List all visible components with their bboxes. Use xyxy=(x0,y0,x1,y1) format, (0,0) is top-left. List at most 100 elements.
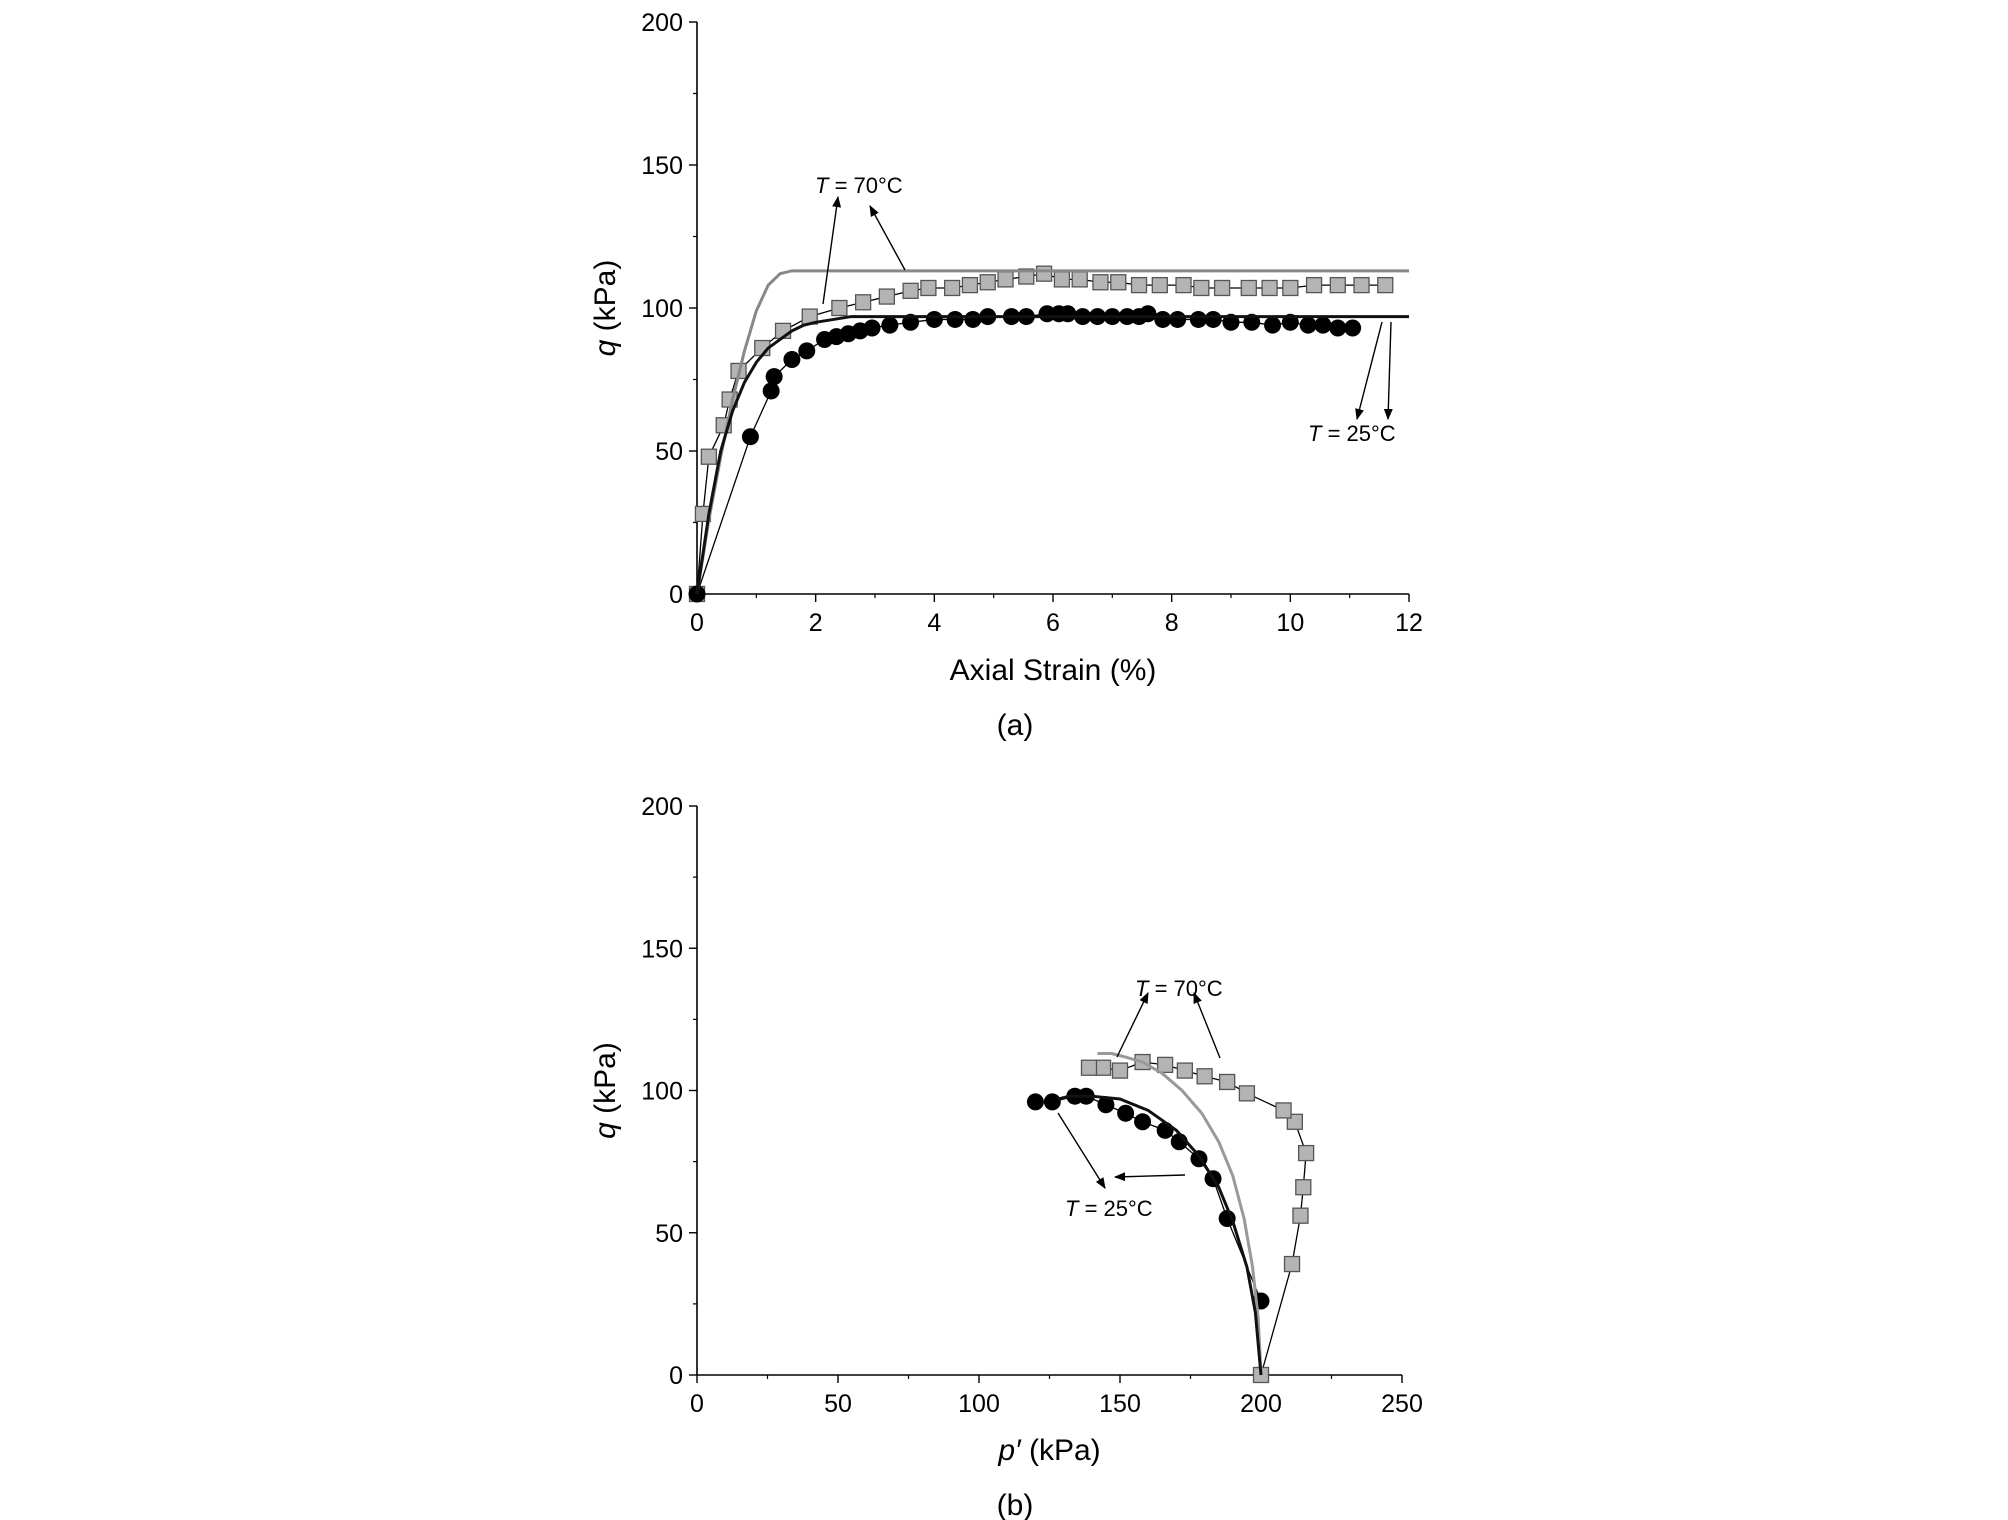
data-point-square xyxy=(1156,1056,1174,1074)
x-tick-label: 0 xyxy=(690,609,704,637)
data-point-square xyxy=(1053,271,1071,288)
x-axis-label-unit: (kPa) xyxy=(1021,1434,1101,1467)
x-tick-label: 0 xyxy=(690,1390,704,1418)
y-axis-label: q (kPa) xyxy=(589,1042,622,1139)
y-axis-label-unit: (kPa) xyxy=(589,260,622,340)
annotation-arrow xyxy=(1057,1112,1106,1189)
data-point-circle xyxy=(863,319,881,337)
data-point-circle xyxy=(762,382,780,400)
y-tick-label: 100 xyxy=(641,295,683,323)
data-point-square xyxy=(979,274,996,291)
annotation-arrow xyxy=(1116,991,1149,1058)
data-point-circle xyxy=(798,342,816,360)
y-tick-label: 150 xyxy=(641,152,683,180)
data-point-square xyxy=(961,276,979,294)
y-tick-label: 150 xyxy=(641,935,683,963)
data-point-circle xyxy=(741,428,759,446)
annotation-text: = 25°C xyxy=(1321,421,1395,446)
data-point-circle xyxy=(1139,305,1157,323)
data-point-square xyxy=(1176,1062,1194,1079)
data-point-circle xyxy=(1097,1096,1115,1114)
annotation-text: = 70°C xyxy=(1148,976,1222,1001)
y-axis-label-symbol: q xyxy=(589,1122,622,1139)
data-point-square xyxy=(1329,276,1346,294)
data-point-square xyxy=(1305,276,1323,294)
panel-label: (b) xyxy=(997,1489,1034,1520)
data-point-square xyxy=(700,448,718,465)
x-tick-label: 10 xyxy=(1276,609,1304,637)
data-point-square xyxy=(1193,279,1210,297)
y-tick-label: 50 xyxy=(655,1220,683,1248)
x-tick-label: 200 xyxy=(1240,1390,1282,1418)
data-point-square xyxy=(1080,1059,1098,1076)
data-point-circle xyxy=(1117,1104,1135,1122)
data-point-circle xyxy=(881,316,899,334)
data-point-square xyxy=(1283,1255,1301,1273)
annotation-label: T = 25°C xyxy=(1065,1196,1153,1221)
data-point-square xyxy=(1175,276,1192,294)
data-point-square xyxy=(1292,1207,1309,1224)
data-point-square xyxy=(1353,276,1370,294)
data-point-square xyxy=(902,282,919,299)
data-point-circle xyxy=(1154,310,1172,328)
data-point-circle xyxy=(964,310,982,328)
data-point-square xyxy=(997,271,1014,288)
fit-curve xyxy=(695,315,1409,595)
annotation-symbol: T xyxy=(1308,421,1323,446)
x-tick-label: 150 xyxy=(1099,1390,1141,1418)
data-point-circle xyxy=(1344,319,1362,337)
data-point-square xyxy=(878,288,896,305)
data-point-circle xyxy=(1169,310,1187,328)
data-point-square xyxy=(1151,276,1168,294)
data-point-circle xyxy=(783,350,801,368)
x-tick-label: 4 xyxy=(927,609,941,637)
y-axis-label-symbol: q xyxy=(589,339,622,356)
data-point-circle xyxy=(925,310,943,328)
data-point-circle xyxy=(1156,1121,1174,1139)
data-point-square xyxy=(920,279,937,297)
data-point-square xyxy=(1297,1144,1315,1162)
data-point-circle xyxy=(1204,310,1222,328)
annotation-label: T = 70°C xyxy=(815,173,903,198)
data-point-square xyxy=(1261,279,1278,297)
data-point-square xyxy=(1130,276,1148,294)
annotation-arrow xyxy=(1113,1172,1186,1182)
x-tick-label: 100 xyxy=(958,1390,1000,1418)
data-point-circle xyxy=(1329,319,1347,337)
fit-curve xyxy=(1057,1094,1263,1376)
x-axis-label: p′ (kPa) xyxy=(997,1434,1100,1467)
series-connector xyxy=(1088,1061,1307,1376)
data-point-square xyxy=(1275,1102,1292,1119)
chart-panel-a: 0 2 4 6 8 10 12 0 50 100 150 200 Axial Strain (%) q (… xyxy=(589,9,1423,742)
x-tick-label: 12 xyxy=(1395,609,1423,637)
data-point-circle xyxy=(1026,1093,1044,1111)
x-axis-label-symbol: p′ xyxy=(997,1434,1022,1467)
data-point-square xyxy=(1282,279,1299,297)
x-tick-label: 2 xyxy=(809,609,823,637)
fit-curve xyxy=(1097,1052,1263,1376)
y-tick-label: 100 xyxy=(641,1078,683,1106)
fit-curve xyxy=(695,269,1409,595)
data-point-square xyxy=(1240,279,1257,297)
data-point-square xyxy=(1219,1073,1236,1091)
data-point-circle xyxy=(1059,305,1077,323)
annotation-label: T = 70°C xyxy=(1135,976,1223,1001)
annotation-arrow xyxy=(1355,321,1383,421)
data-point-circle xyxy=(946,310,964,328)
data-point-circle xyxy=(1314,316,1332,334)
data-point-square xyxy=(854,294,872,311)
data-point-square xyxy=(1110,274,1127,291)
data-point-square xyxy=(1035,265,1053,282)
data-point-circle xyxy=(1264,316,1282,334)
data-point-square xyxy=(1092,274,1109,291)
data-point-square xyxy=(1213,279,1231,297)
annotation-text: = 70°C xyxy=(828,173,902,198)
data-point-square xyxy=(1238,1085,1256,1102)
data-point-square xyxy=(1071,271,1088,288)
y-tick-label: 50 xyxy=(655,438,683,466)
annotation-arrow xyxy=(1193,991,1221,1059)
annotation-text: = 25°C xyxy=(1078,1196,1152,1221)
annotation-symbol: T xyxy=(815,173,830,198)
